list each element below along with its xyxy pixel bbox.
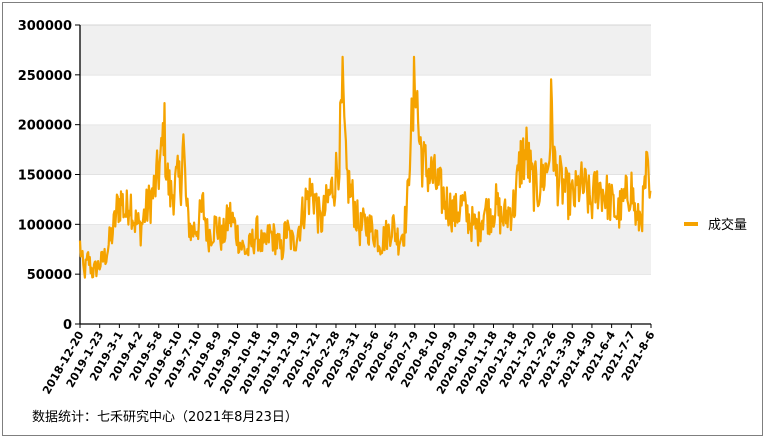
y-tick-label: 100000 bbox=[18, 218, 72, 233]
grid-band bbox=[80, 74, 651, 125]
y-tick-label: 150000 bbox=[18, 169, 72, 184]
legend: 成交量 bbox=[684, 217, 747, 233]
grid-band bbox=[80, 274, 651, 324]
series-layer bbox=[78, 55, 652, 279]
x-axis-ticks: 2018-12-202019-1-232019-3-12019-4-22019-… bbox=[40, 324, 658, 396]
y-tick-label: 200000 bbox=[18, 119, 72, 134]
legend-label-chengjiaoliang: 成交量 bbox=[708, 217, 747, 233]
grid-band bbox=[80, 25, 651, 75]
series-line-chengjiaoliang bbox=[78, 55, 652, 279]
y-tick-label: 50000 bbox=[27, 268, 72, 283]
y-tick-label: 0 bbox=[63, 318, 72, 333]
y-tick-label: 250000 bbox=[18, 69, 72, 84]
y-tick-label: 300000 bbox=[18, 19, 72, 34]
source-note: 数据统计：七禾研究中心（2021年8月23日） bbox=[32, 410, 298, 425]
y-axis-ticks: 0 50000 100000 150000 200000 250000 300000 bbox=[18, 19, 80, 333]
